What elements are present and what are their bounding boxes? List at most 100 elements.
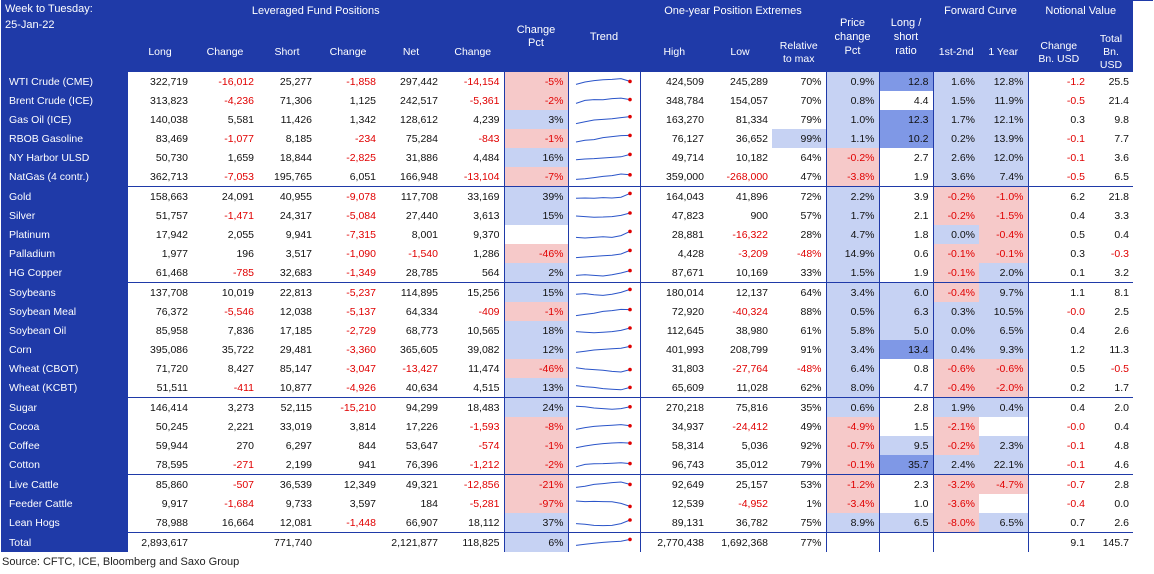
change-pct-cell: -1% — [503, 302, 568, 321]
table-row: RBOB Gasoline 83,469 -1,077 8,185 -234 75,284… — [1, 129, 1133, 148]
change-pct-cell: -97% — [503, 494, 568, 513]
commodity-name: Soybean Meal — [1, 302, 128, 321]
commodity-name: Palladium — [1, 244, 128, 263]
long-cell: 83,469 — [155, 132, 188, 145]
change-long-cell: 16,664 — [221, 516, 254, 529]
trend-sparkline — [575, 366, 632, 373]
trend-sparkline — [575, 344, 632, 353]
curve-1year-cell: 12.1% — [979, 110, 1028, 129]
curve-1st2nd-cell: 1.5% — [932, 91, 979, 110]
ls-ratio-cell: 13.4 — [878, 340, 933, 359]
trend-line — [575, 153, 631, 160]
change-long-cell: -16,012 — [218, 75, 254, 88]
change-pct-cell: -2% — [503, 91, 568, 110]
ls-ratio-header: Long / short ratio — [878, 1, 933, 72]
change-net-cell: 18,483 — [442, 397, 504, 417]
change-pct-cell: 24% — [503, 397, 568, 417]
table-row: Cotton 78,595 -271 2,199 941 76,396 -1,212 -2% 9… — [1, 455, 1133, 475]
short-cell: 9,941 — [285, 228, 312, 241]
net-cell: -1,540 — [408, 247, 438, 260]
notional-change-cell: 0.4 — [1027, 206, 1089, 225]
curve-1year-cell: -1.5% — [979, 206, 1028, 225]
table-row: Soybean Meal 76,372 -5,546 12,038 -5,137 64,3… — [1, 302, 1133, 321]
low-cell: -40,324 — [732, 305, 768, 318]
notional-total-cell: 9.8 — [1114, 113, 1129, 126]
short-cell: 9,733 — [285, 497, 312, 510]
high-cell: 12,539 — [639, 494, 708, 513]
commodity-name: Brent Crude (ICE) — [1, 91, 128, 110]
notional-total-cell: 21.4 — [1108, 94, 1129, 107]
long-cell: 140,038 — [150, 113, 188, 126]
notional-total-cell: 8.1 — [1089, 282, 1133, 302]
trend-last-point — [628, 325, 632, 330]
commodity-name: Wheat (KCBT) — [1, 378, 128, 398]
price-change-header: Price change Pct — [825, 1, 879, 72]
col-change-net: Change — [442, 33, 504, 72]
notional-total-cell: 7.7 — [1114, 132, 1129, 145]
ls-ratio-cell: 3.9 — [878, 186, 933, 206]
change-net-cell: -13,104 — [463, 170, 500, 183]
trend-cell — [567, 206, 640, 225]
change-long-cell: 24,091 — [192, 186, 258, 206]
trend-line — [575, 519, 631, 526]
col-relmax: Relative to max — [772, 33, 826, 72]
change-net-cell: -5,281 — [469, 497, 500, 510]
notional-total-cell: 2.6 — [1114, 516, 1129, 529]
change-pct-cell: 16% — [503, 148, 568, 167]
table-body: WTI Crude (CME) 322,719 -16,012 25,277 -1,85… — [1, 72, 1133, 552]
change-pct-cell: 39% — [503, 186, 568, 206]
notional-total-cell: 21.8 — [1089, 186, 1133, 206]
curve-1st2nd-cell: 1.9% — [932, 397, 979, 417]
low-cell: 12,137 — [708, 282, 772, 302]
trend-sparkline — [575, 423, 632, 430]
notional-change-cell: 0.4 — [1027, 397, 1089, 417]
change-long-cell: 2,221 — [227, 420, 254, 433]
curve-1year-cell: -0.4% — [979, 225, 1028, 244]
long-cell: 59,944 — [155, 439, 188, 452]
commodity-name: Lean Hogs — [1, 513, 128, 533]
change-net-cell: -409 — [478, 305, 500, 318]
high-cell: 96,743 — [639, 455, 708, 475]
trend-last-point — [628, 248, 632, 252]
price-change-cell: 4.7% — [825, 225, 879, 244]
trend-sparkline — [575, 500, 632, 508]
trend-line — [575, 192, 631, 199]
trend-sparkline — [575, 307, 632, 316]
notional-total-cell: 25.5 — [1108, 75, 1129, 88]
curve-1st2nd-cell: -0.2% — [932, 186, 979, 206]
change-net-cell: 10,565 — [467, 324, 500, 337]
change-long-cell: -507 — [192, 474, 258, 494]
long-cell: 71,720 — [155, 362, 188, 375]
curve-1st2nd-cell: 2.4% — [932, 455, 979, 475]
trend-cell — [567, 263, 640, 283]
change-pct-cell: 15% — [503, 206, 568, 225]
trend-last-point — [628, 133, 632, 137]
short-cell: 85,147 — [279, 362, 312, 375]
net-cell: 114,895 — [380, 282, 442, 302]
net-cell: 128,612 — [400, 113, 438, 126]
curve-1st2nd-cell: -0.4% — [932, 282, 979, 302]
change-pct-cell: -5% — [503, 72, 568, 91]
short-cell: 17,185 — [279, 324, 312, 337]
trend-line — [575, 212, 631, 218]
ls-ratio-cell: 6.5 — [878, 513, 933, 533]
trend-cell — [567, 167, 640, 187]
change-net-cell: 4,515 — [473, 381, 500, 394]
ls-ratio-cell: 2.7 — [878, 148, 933, 167]
curve-1year-cell: 7.4% — [979, 167, 1028, 187]
high-cell: 401,993 — [639, 340, 708, 359]
high-cell: 348,784 — [639, 91, 708, 110]
trend-sparkline — [575, 384, 632, 390]
col-short: Short — [258, 33, 316, 72]
curve-1st2nd-cell: 2.6% — [932, 148, 979, 167]
low-cell: 10,169 — [735, 266, 768, 279]
notional-change-cell: -0.1 — [1027, 148, 1089, 167]
ls-ratio-cell: 1.5 — [878, 417, 933, 436]
low-cell: -24,412 — [732, 420, 768, 433]
short-cell: 12,038 — [279, 305, 312, 318]
trend-line — [575, 269, 631, 277]
change-short-cell: -1,858 — [346, 75, 376, 88]
trend-cell — [567, 321, 640, 340]
price-change-cell: 0.6% — [825, 397, 879, 417]
net-cell: 297,442 — [400, 75, 438, 88]
